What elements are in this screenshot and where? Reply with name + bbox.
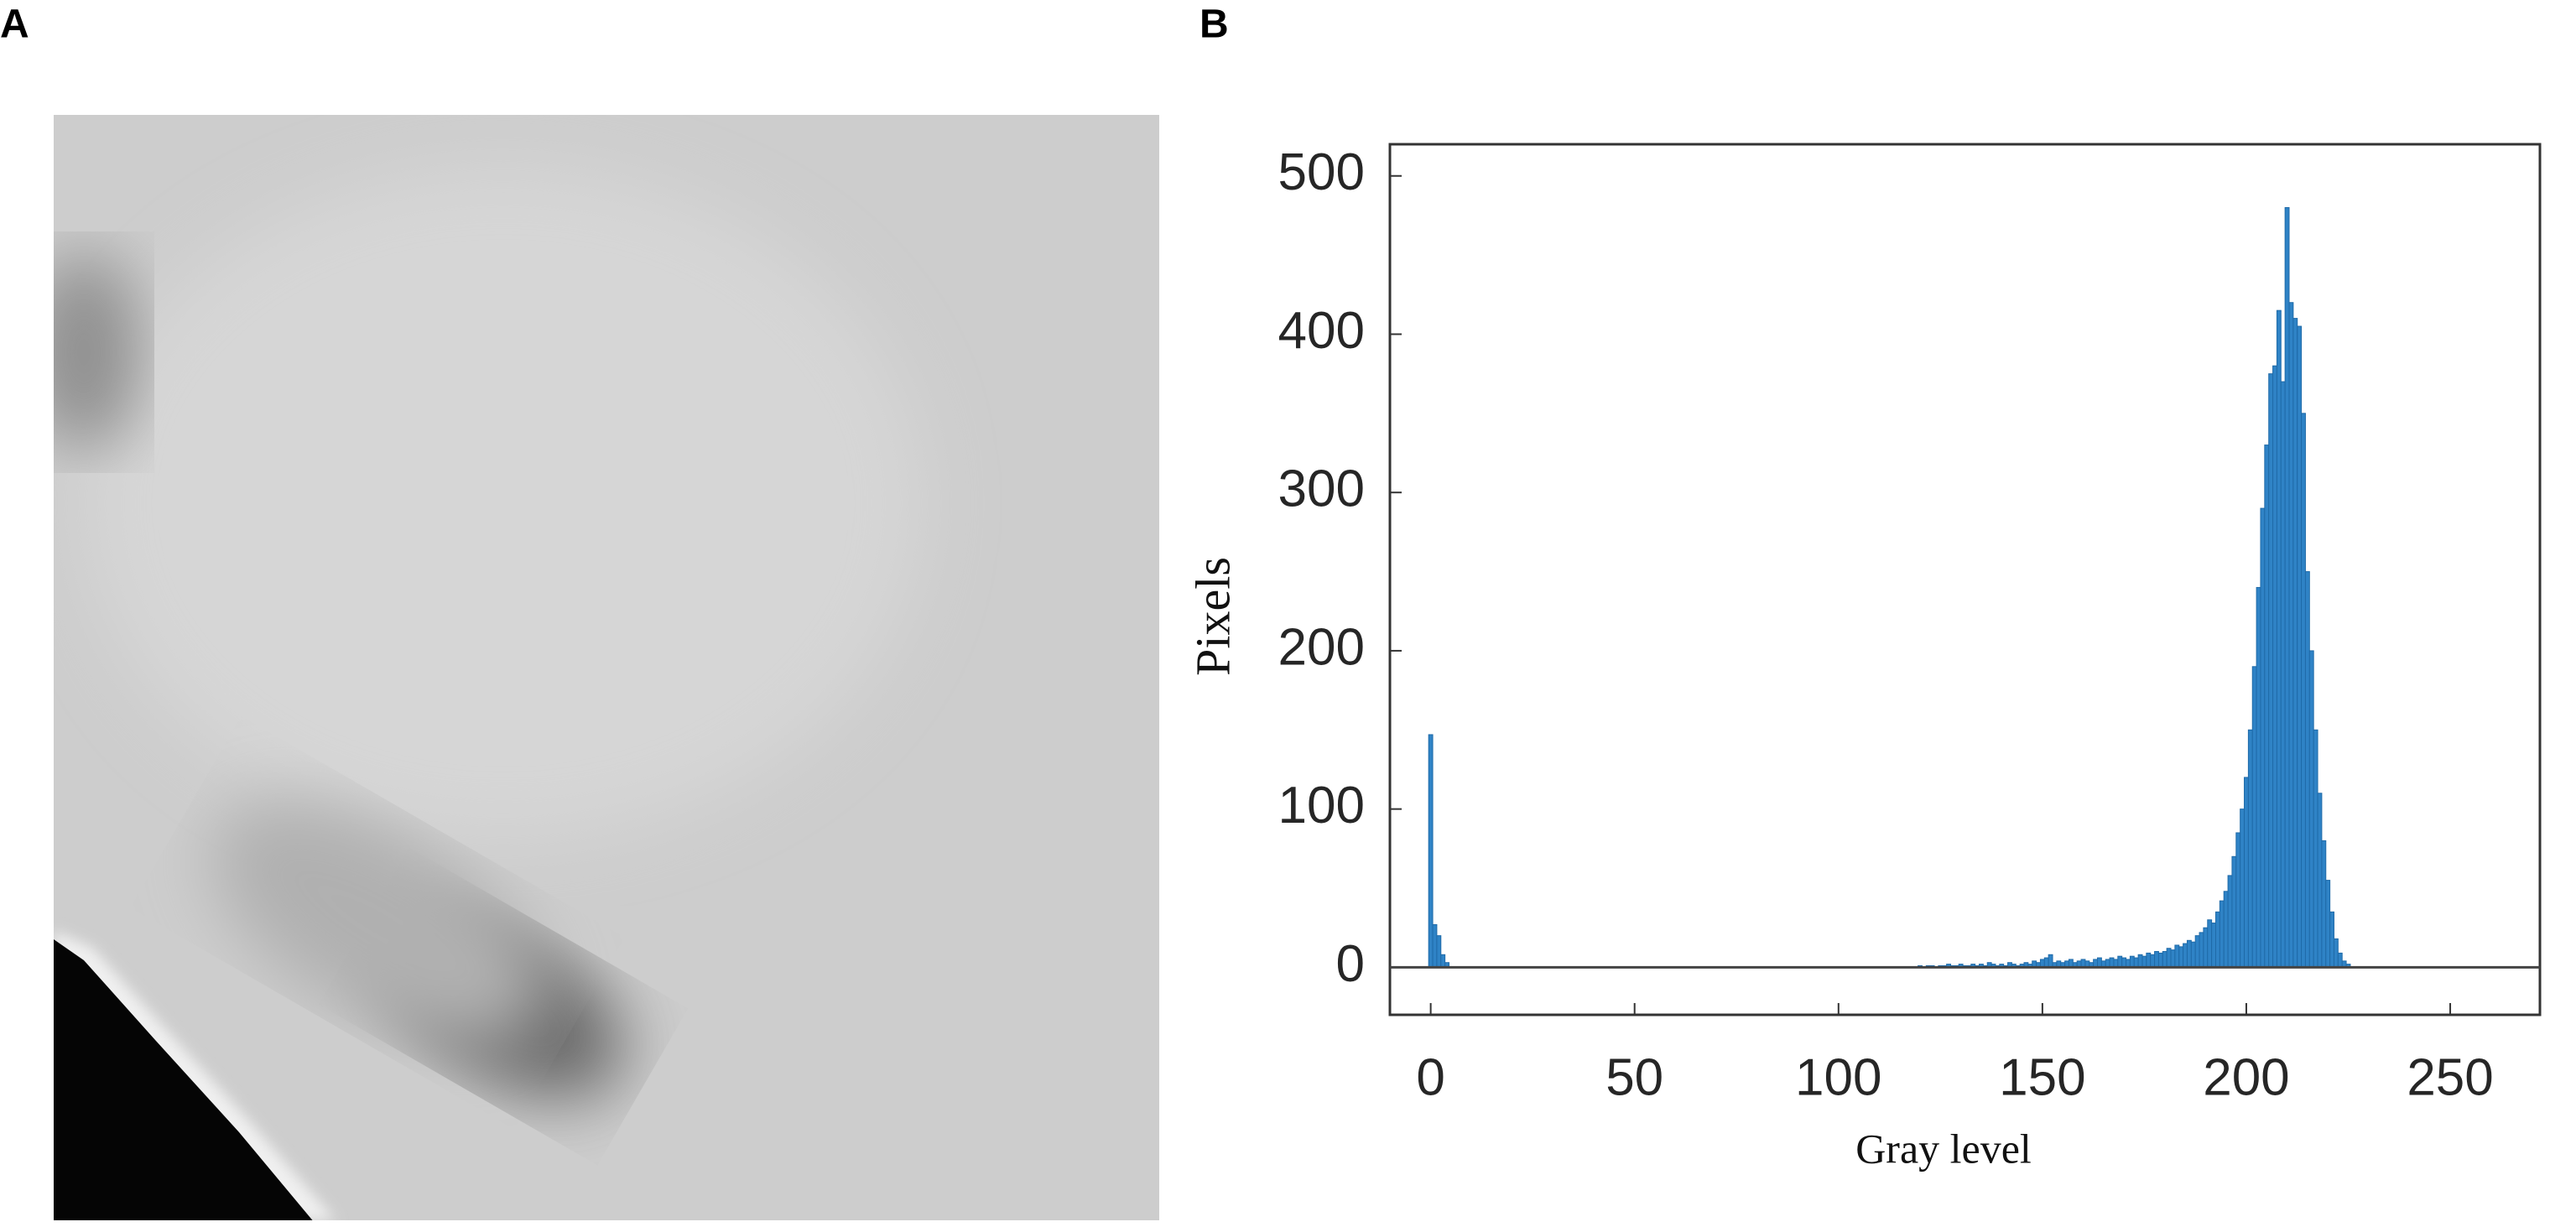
- bar: [2199, 932, 2204, 968]
- bar: [2301, 413, 2306, 968]
- bar: [2129, 955, 2135, 968]
- bar: [2190, 941, 2196, 968]
- x-tick-label: 50: [1605, 1048, 1663, 1106]
- y-axis-label: Pixels: [1185, 557, 1240, 676]
- bar: [2288, 302, 2294, 968]
- bar: [2223, 891, 2229, 968]
- bar: [2280, 381, 2286, 968]
- bar: [2166, 948, 2172, 968]
- bar: [2292, 318, 2298, 968]
- grayscale-image: [54, 115, 1159, 1220]
- bar: [1432, 923, 1438, 968]
- bar: [2297, 325, 2303, 968]
- bar: [2247, 729, 2253, 968]
- bar: [2146, 952, 2152, 968]
- bar: [2141, 955, 2147, 968]
- bar: [2272, 365, 2277, 968]
- bar: [2251, 666, 2257, 968]
- bar: [2260, 507, 2266, 968]
- bar: [2304, 571, 2310, 968]
- bar: [2284, 206, 2290, 968]
- bar: [2244, 777, 2249, 968]
- bar: [2325, 880, 2331, 968]
- bar: [2194, 935, 2200, 968]
- bar: [1440, 954, 1446, 968]
- bar: [2203, 927, 2209, 968]
- bar: [1428, 734, 1434, 968]
- bar: [2214, 911, 2220, 968]
- bar: [2048, 954, 2053, 968]
- bar: [2186, 939, 2192, 968]
- y-tick-label: 200: [1278, 618, 1365, 676]
- x-tick-label: 100: [1795, 1048, 1881, 1106]
- x-tick-label: 0: [1416, 1048, 1444, 1106]
- bar: [2231, 855, 2237, 968]
- bar: [2154, 951, 2159, 968]
- bar: [2321, 840, 2327, 968]
- bar: [2256, 586, 2261, 968]
- bar: [2329, 911, 2334, 968]
- bar: [2157, 952, 2163, 968]
- bar: [2333, 938, 2339, 968]
- x-tick-label: 200: [2203, 1048, 2289, 1106]
- bar: [2137, 954, 2143, 968]
- bar: [1436, 935, 1442, 968]
- bar: [2235, 832, 2241, 968]
- bar: [2121, 957, 2127, 968]
- histogram-plot: [1388, 143, 2542, 1016]
- bar: [2097, 957, 2102, 968]
- y-tick-label: 0: [1336, 935, 1365, 993]
- x-tick-label: 250: [2407, 1048, 2493, 1106]
- panel-label: A: [0, 3, 29, 47]
- bar: [2308, 650, 2314, 968]
- bar: [2264, 445, 2270, 968]
- bar: [2211, 923, 2216, 968]
- bar: [2170, 949, 2176, 968]
- bar: [2276, 309, 2282, 968]
- x-tick-label: 150: [1999, 1048, 2085, 1106]
- bar: [2313, 729, 2318, 968]
- bar: [2227, 875, 2233, 968]
- y-tick-label: 500: [1278, 143, 1365, 201]
- bar: [2317, 793, 2323, 968]
- y-tick-label: 100: [1278, 777, 1365, 834]
- bar: [2117, 955, 2123, 968]
- bar: [2109, 957, 2115, 968]
- bar: [2207, 919, 2213, 968]
- panel-label: B: [1200, 3, 1229, 47]
- plot-frame: [1388, 143, 2542, 1016]
- bar: [2150, 954, 2156, 968]
- bar: [2133, 957, 2139, 968]
- bar: [2043, 957, 2049, 968]
- bar: [2219, 900, 2225, 968]
- y-tick-label: 400: [1278, 302, 1365, 360]
- bar: [2174, 944, 2180, 968]
- bar: [2162, 951, 2167, 968]
- bar: [2178, 946, 2184, 968]
- bar: [2183, 943, 2188, 968]
- bar: [2337, 952, 2343, 968]
- bar: [2240, 808, 2246, 968]
- bar: [2268, 373, 2274, 968]
- y-tick-label: 300: [1278, 460, 1365, 518]
- x-axis-label: Gray level: [1855, 1125, 2032, 1172]
